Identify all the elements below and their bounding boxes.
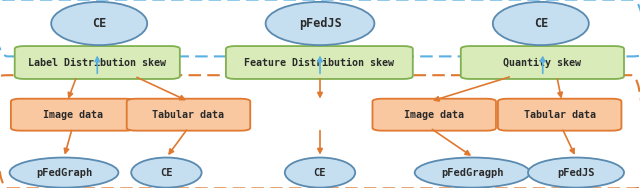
FancyBboxPatch shape <box>11 99 134 131</box>
Text: CE: CE <box>160 168 173 178</box>
Ellipse shape <box>266 2 374 45</box>
FancyBboxPatch shape <box>372 99 496 131</box>
Text: Feature Distribution skew: Feature Distribution skew <box>244 58 394 67</box>
Text: pFedJS: pFedJS <box>557 168 595 178</box>
Text: CE: CE <box>314 168 326 178</box>
Text: pFedJS: pFedJS <box>299 17 341 30</box>
Ellipse shape <box>528 158 624 188</box>
Text: Tabular data: Tabular data <box>524 110 596 120</box>
Text: pFedGraph: pFedGraph <box>36 168 92 178</box>
Ellipse shape <box>415 158 530 188</box>
Ellipse shape <box>10 158 118 188</box>
FancyBboxPatch shape <box>127 99 250 131</box>
Ellipse shape <box>285 158 355 188</box>
Text: Image data: Image data <box>43 110 102 120</box>
FancyBboxPatch shape <box>226 46 413 79</box>
Ellipse shape <box>493 2 589 45</box>
Text: Quantity skew: Quantity skew <box>504 58 581 67</box>
Text: Image data: Image data <box>404 110 464 120</box>
Ellipse shape <box>51 2 147 45</box>
FancyBboxPatch shape <box>498 99 621 131</box>
Text: pFedGragph: pFedGragph <box>441 168 504 178</box>
Text: Tabular data: Tabular data <box>152 110 225 120</box>
Ellipse shape <box>131 158 202 188</box>
Text: Label Distribution skew: Label Distribution skew <box>28 58 166 67</box>
FancyBboxPatch shape <box>461 46 624 79</box>
FancyBboxPatch shape <box>15 46 180 79</box>
Text: CE: CE <box>534 17 548 30</box>
Text: CE: CE <box>92 17 106 30</box>
